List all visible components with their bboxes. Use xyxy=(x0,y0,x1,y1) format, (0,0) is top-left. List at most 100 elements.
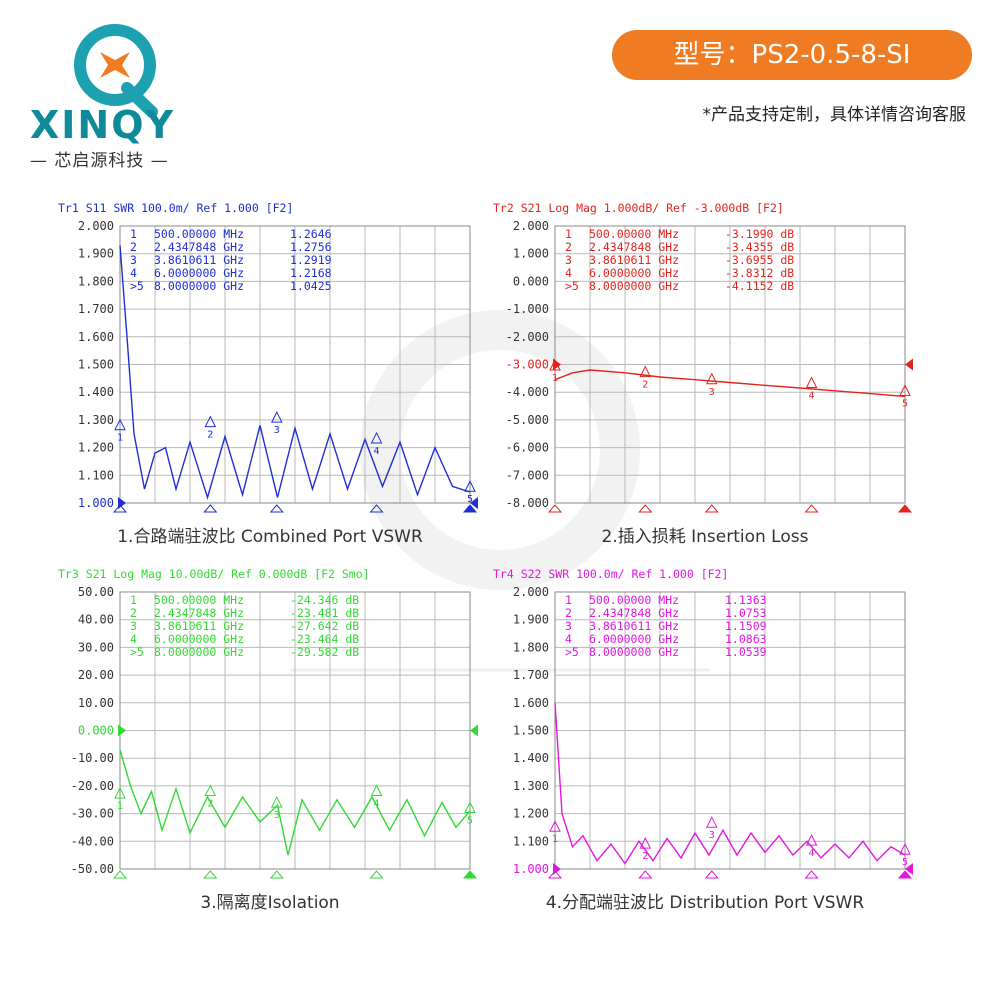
y-tick-label: 1.100 xyxy=(78,468,114,482)
marker-axis-tick xyxy=(369,870,384,879)
marker-number: 4 xyxy=(374,798,380,809)
y-tick-label: -1.000 xyxy=(506,302,549,316)
chart-vswr-distribution: Tr4 S22 SWR 100.0m/ Ref 1.000 [F2] 2.000 1… xyxy=(493,567,913,879)
marker-id: 2 xyxy=(130,606,137,620)
y-tick-label: -6.000 xyxy=(506,441,549,455)
trace-line xyxy=(119,245,471,500)
trace-line xyxy=(554,702,906,865)
y-tick-label: 2.000 xyxy=(513,219,549,233)
marker-triangle xyxy=(204,415,217,428)
y-tick-label: -50.00 xyxy=(71,862,114,876)
marker-id: 4 xyxy=(130,266,137,280)
marker-value: 1.0863 xyxy=(725,632,767,646)
caption-insertion-loss: 2.插入损耗 Insertion Loss xyxy=(601,527,809,547)
marker-freq: 2.4347848 GHz xyxy=(154,240,244,254)
y-tick-label: -40.00 xyxy=(71,834,114,848)
marker-triangle xyxy=(549,820,561,832)
marker-freq: 6.0000000 GHz xyxy=(589,266,679,280)
ref-arrow-left xyxy=(553,863,561,875)
marker-number: 2 xyxy=(207,799,213,810)
marker-axis-tick xyxy=(462,870,478,879)
marker-freq: 2.4347848 GHz xyxy=(589,606,679,620)
marker-triangle xyxy=(204,784,217,797)
marker-triangle xyxy=(899,384,911,396)
marker-number: 1 xyxy=(117,801,123,812)
marker-id: 1 xyxy=(130,227,137,241)
marker-axis-tick xyxy=(897,870,913,879)
y-tick-label: 1.700 xyxy=(78,302,114,316)
y-tick-label: -5.000 xyxy=(506,413,549,427)
marker-triangle xyxy=(114,786,126,799)
marker-freq: 500.00000 MHz xyxy=(589,593,679,607)
y-tick-label: 1.000 xyxy=(513,862,549,876)
y-tick-label: 1.000 xyxy=(513,247,549,261)
marker-axis-tick xyxy=(112,504,128,513)
marker-freq: 3.8610611 GHz xyxy=(154,619,244,633)
y-tick-label: 1.300 xyxy=(78,413,114,427)
marker-value: -23.481 dB xyxy=(290,606,359,620)
marker-triangle xyxy=(805,833,818,846)
marker-triangle xyxy=(705,372,718,385)
marker-freq: 500.00000 MHz xyxy=(154,227,244,241)
marker-freq: 6.0000000 GHz xyxy=(589,632,679,646)
marker-value: 1.2168 xyxy=(290,266,332,280)
y-tick-label: 1.500 xyxy=(513,724,549,738)
marker-value: 1.0753 xyxy=(725,606,767,620)
marker-axis-tick xyxy=(112,870,128,879)
custom-note: *产品支持定制，具体详情咨询客服 xyxy=(702,105,967,125)
trace-header: Tr1 S11 SWR 100.0m/ Ref 1.000 [F2] xyxy=(58,201,293,215)
y-tick-label: 1.100 xyxy=(513,834,549,848)
marker-axis-tick xyxy=(462,504,478,513)
marker-axis-tick xyxy=(638,504,653,513)
marker-number: 1 xyxy=(552,834,558,845)
marker-id: 2 xyxy=(565,606,572,620)
chart-panel-vswr-combined: Tr1 S11 SWR 100.0m/ Ref 1.000 [F2] 2.000 1… xyxy=(50,196,490,547)
plot-frame xyxy=(119,225,471,504)
marker-freq: 2.4347848 GHz xyxy=(154,606,244,620)
marker-value: -3.6955 dB xyxy=(725,253,794,267)
marker-triangle xyxy=(464,801,476,813)
y-tick-label: 1.700 xyxy=(513,668,549,682)
marker-triangle xyxy=(370,784,383,796)
marker-axis-tick xyxy=(369,504,384,513)
chart-panel-vswr-distribution: Tr4 S22 SWR 100.0m/ Ref 1.000 [F2] 2.000 1… xyxy=(485,562,925,913)
marker-value: -27.642 dB xyxy=(290,619,359,633)
marker-id: 1 xyxy=(130,593,137,607)
marker-number: 3 xyxy=(274,425,280,436)
marker-value: 1.2919 xyxy=(290,253,332,267)
marker-number: 5 xyxy=(902,398,908,409)
marker-number: 5 xyxy=(467,494,473,505)
y-tick-label: 2.000 xyxy=(78,219,114,233)
marker-axis-tick xyxy=(547,504,563,513)
marker-id: 4 xyxy=(565,266,572,280)
marker-value: 1.2756 xyxy=(290,240,332,254)
y-tick-label: 1.500 xyxy=(78,358,114,372)
chart-insertion-loss: Tr2 S21 Log Mag 1.000dB/ Ref -3.000dB [F… xyxy=(493,201,913,513)
marker-number: 5 xyxy=(467,815,473,826)
ref-arrow-right xyxy=(470,724,478,737)
y-tick-label: -10.00 xyxy=(71,751,114,765)
ref-arrow-right xyxy=(905,358,913,371)
marker-value: -23.464 dB xyxy=(290,632,359,646)
marker-freq: 8.0000000 GHz xyxy=(154,279,244,293)
marker-number: 2 xyxy=(642,380,648,391)
marker-triangle xyxy=(639,837,652,849)
y-tick-label: 40.00 xyxy=(78,613,114,627)
ref-arrow-right xyxy=(470,497,478,509)
y-tick-label: 1.800 xyxy=(78,274,114,288)
chart-panel-insertion-loss: Tr2 S21 Log Mag 1.000dB/ Ref -3.000dB [F… xyxy=(485,196,925,547)
marker-number: 4 xyxy=(809,391,815,402)
trace-line xyxy=(554,369,906,398)
marker-axis-tick xyxy=(203,870,218,879)
trace-header: Tr2 S21 Log Mag 1.000dB/ Ref -3.000dB [F… xyxy=(493,201,784,215)
marker-value: -29.582 dB xyxy=(290,645,359,659)
marker-triangle xyxy=(805,376,818,389)
marker-triangle xyxy=(270,795,283,808)
marker-value: 1.0425 xyxy=(290,279,332,293)
model-badge: 型号：PS2-0.5-8-SI xyxy=(612,30,972,80)
marker-freq: 8.0000000 GHz xyxy=(589,279,679,293)
marker-id: 3 xyxy=(565,619,572,633)
marker-id: 1 xyxy=(565,593,572,607)
ref-arrow-left xyxy=(118,724,126,737)
marker-value: -4.1152 dB xyxy=(725,279,794,293)
